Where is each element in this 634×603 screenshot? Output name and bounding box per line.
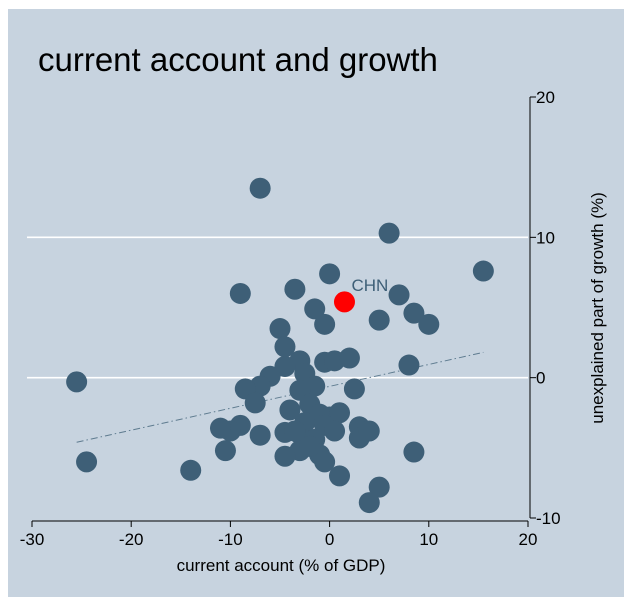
data-point [418, 313, 440, 335]
data-point [66, 371, 88, 393]
y-tick-label: 10 [536, 228, 555, 247]
grid-lines [27, 236, 528, 379]
data-point [299, 435, 321, 457]
x-axis: -30 -20 -10 0 10 20 [20, 520, 538, 549]
highlight-group: CHN [333, 276, 388, 313]
y-tick-label: 20 [536, 88, 555, 107]
data-point [368, 476, 390, 498]
data-point [284, 278, 306, 300]
y-tick-label: -10 [536, 509, 561, 528]
scatter-chart: current account and growth CHN -30 -20 -10… [20, 41, 607, 575]
chart-title: current account and growth [38, 41, 438, 78]
data-point [274, 355, 296, 377]
highlight-point [333, 291, 355, 313]
data-point [398, 354, 420, 376]
data-point [329, 465, 351, 487]
fit-line [76, 351, 484, 443]
data-points [66, 177, 494, 514]
data-point [269, 318, 291, 340]
data-point [284, 420, 306, 442]
data-point [343, 378, 365, 400]
data-point [180, 459, 202, 481]
fit-line-group [76, 351, 484, 443]
data-point [279, 399, 301, 421]
data-point [244, 392, 266, 414]
data-point [388, 284, 410, 306]
data-point [209, 417, 231, 439]
data-point [214, 440, 236, 462]
x-axis-label: current account (% of GDP) [177, 556, 386, 575]
y-axis-label: unexplained part of growth (%) [588, 192, 607, 424]
data-point [249, 424, 271, 446]
data-point [319, 263, 341, 285]
data-point [378, 222, 400, 244]
data-point [324, 420, 346, 442]
data-point [304, 298, 326, 320]
x-tick-label: 10 [419, 530, 438, 549]
data-point [403, 302, 425, 324]
data-point [472, 260, 494, 282]
data-point [368, 309, 390, 331]
data-point [338, 347, 360, 369]
chart-frame: current account and growth CHN -30 -20 -10… [8, 9, 624, 597]
x-tick-label: 0 [325, 530, 334, 549]
y-axis: -10 0 10 20 [529, 88, 561, 528]
x-tick-label: -30 [20, 530, 45, 549]
data-point [358, 420, 380, 442]
y-tick-label: 0 [536, 369, 545, 388]
data-point [314, 313, 336, 335]
x-tick-label: -10 [218, 530, 243, 549]
data-point [229, 282, 251, 304]
x-tick-label: 20 [519, 530, 538, 549]
data-point [403, 441, 425, 463]
highlight-label: CHN [351, 276, 388, 295]
data-point [76, 451, 98, 473]
data-point [274, 445, 296, 467]
data-point [358, 492, 380, 514]
data-point [314, 451, 336, 473]
data-point [274, 336, 296, 358]
data-point [329, 402, 351, 424]
data-point [249, 177, 271, 199]
x-tick-label: -20 [119, 530, 144, 549]
